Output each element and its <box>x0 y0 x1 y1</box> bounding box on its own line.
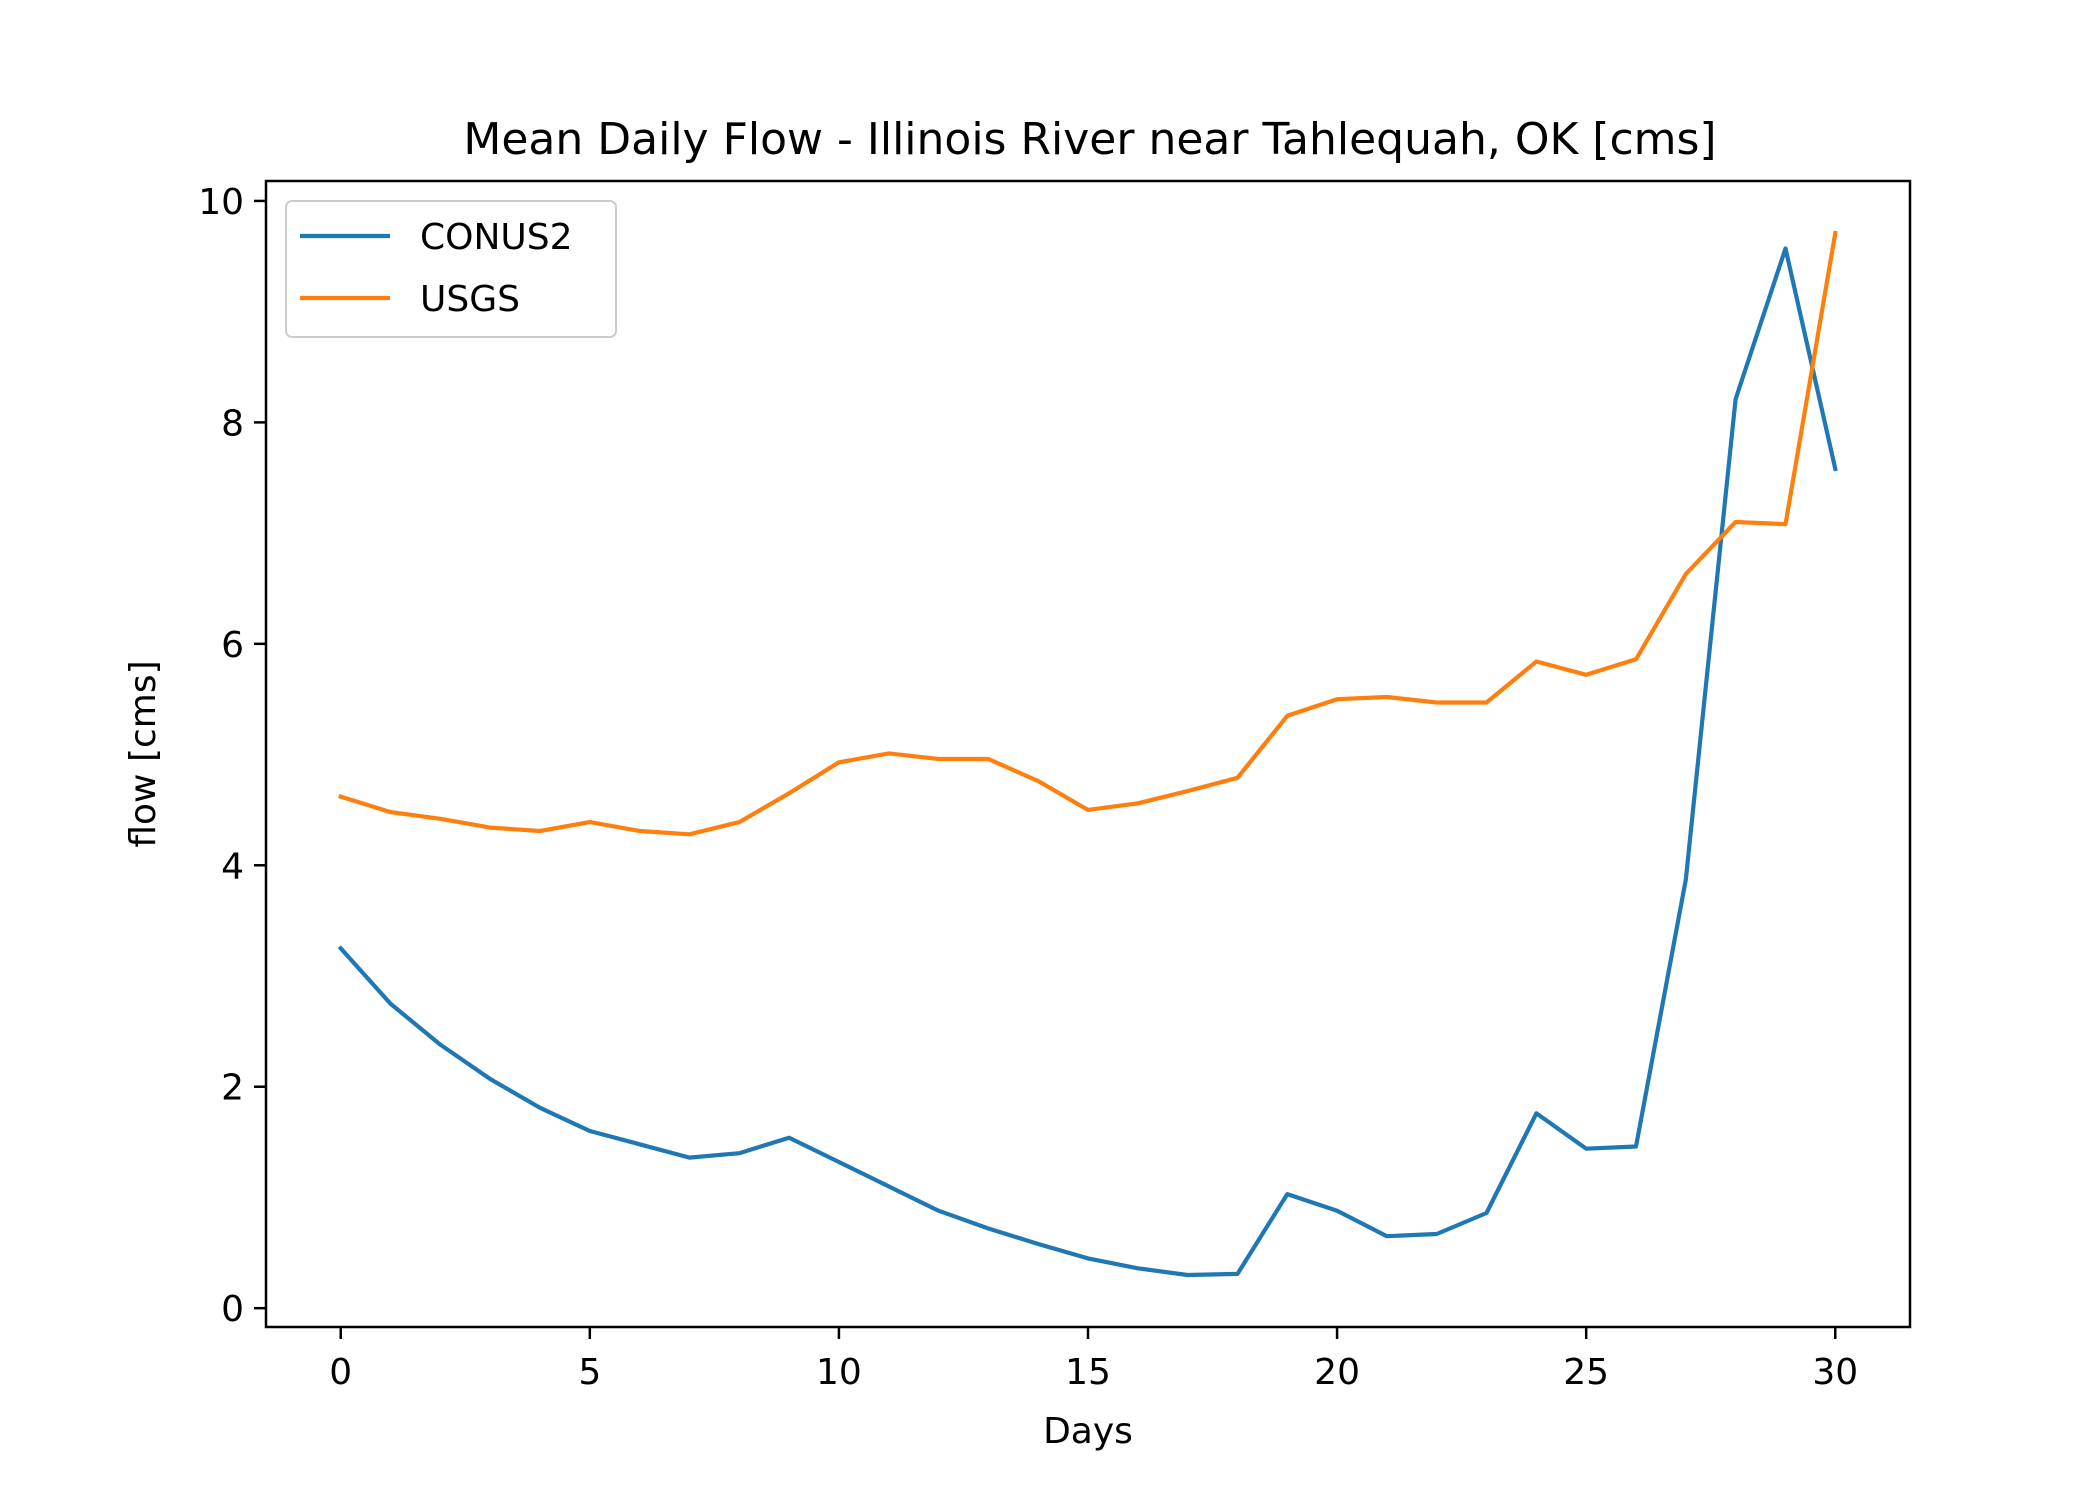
series-line-conus2 <box>337 246 1838 1278</box>
chart-title: Mean Daily Flow - Illinois River near Ta… <box>463 114 1716 165</box>
x-tick-label: 30 <box>1812 1352 1858 1393</box>
legend: CONUS2 USGS <box>285 200 617 338</box>
legend-label-usgs: USGS <box>420 279 520 320</box>
y-axis: 0 2 4 6 8 10 <box>198 182 266 1330</box>
legend-label-conus2: CONUS2 <box>420 217 573 258</box>
x-tick-label: 15 <box>1065 1352 1111 1393</box>
y-tick-label: 4 <box>221 846 244 887</box>
y-axis-label: flow [cms] <box>123 660 164 847</box>
x-axis: 0 5 10 15 20 25 30 <box>329 1327 1858 1393</box>
y-tick-label: 0 <box>221 1289 244 1330</box>
y-tick-label: 8 <box>221 403 244 444</box>
x-tick-label: 10 <box>816 1352 862 1393</box>
y-tick-label: 2 <box>221 1068 244 1109</box>
y-tick-label: 10 <box>198 182 244 223</box>
series-line-usgs <box>338 230 1838 837</box>
x-tick-label: 25 <box>1563 1352 1609 1393</box>
x-tick-label: 20 <box>1314 1352 1360 1393</box>
x-tick-label: 0 <box>329 1352 352 1393</box>
y-tick-label: 6 <box>221 625 244 666</box>
x-tick-label: 5 <box>578 1352 601 1393</box>
series-layer <box>337 230 1838 1278</box>
x-axis-label: Days <box>1043 1411 1133 1452</box>
